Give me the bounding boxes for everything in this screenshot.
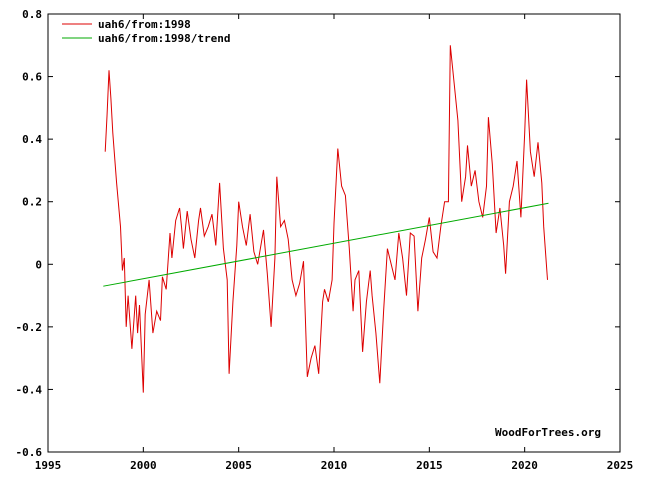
series-layer	[103, 45, 549, 393]
trend-line	[103, 202, 549, 287]
y-tick-label: 0.2	[22, 196, 42, 209]
x-axis: 1995 2000 2005 2010 2015 2020 2025	[35, 14, 634, 472]
x-tick-label: 2000	[130, 459, 157, 472]
legend-label: uah6/from:1998/trend	[98, 32, 230, 45]
series-line	[104, 45, 548, 393]
y-tick-label: 0	[35, 258, 42, 271]
x-tick-label: 2025	[607, 459, 634, 472]
y-tick-label: -0.2	[16, 321, 43, 334]
watermark: WoodForTrees.org	[495, 426, 601, 439]
x-tick-label: 2010	[321, 459, 348, 472]
x-tick-label: 2005	[225, 459, 252, 472]
y-tick-label: -0.6	[16, 446, 43, 459]
x-tick-label: 2015	[416, 459, 443, 472]
legend-label: uah6/from:1998	[98, 18, 191, 31]
x-tick-label: 2020	[511, 459, 538, 472]
y-tick-label: 0.4	[22, 133, 42, 146]
x-tick-label: 1995	[35, 459, 62, 472]
y-tick-label: -0.4	[16, 383, 43, 396]
y-tick-label: 0.6	[22, 71, 42, 84]
y-axis: -0.6 -0.4 -0.2 0 0.2 0.4 0.6 0.8	[16, 8, 620, 459]
y-tick-label: 0.8	[22, 8, 42, 21]
